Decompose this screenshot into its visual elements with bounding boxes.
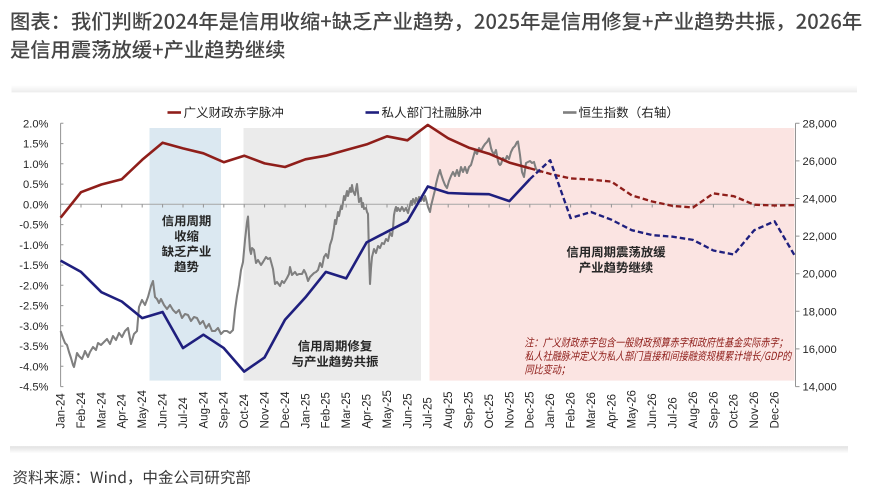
svg-text:-3.5%: -3.5%	[19, 341, 48, 353]
svg-text:14,000: 14,000	[803, 382, 837, 394]
svg-text:Jun-24: Jun-24	[158, 393, 170, 429]
svg-text:0.0%: 0.0%	[23, 199, 49, 211]
svg-text:Apr-25: Apr-25	[362, 394, 374, 429]
svg-text:2.0%: 2.0%	[23, 118, 49, 130]
svg-text:Jan-24: Jan-24	[56, 393, 68, 429]
svg-text:-1.0%: -1.0%	[19, 240, 48, 252]
svg-text:Jul-24: Jul-24	[178, 397, 190, 429]
svg-text:26,000: 26,000	[803, 156, 837, 168]
svg-text:18,000: 18,000	[803, 306, 837, 318]
svg-text:Oct-25: Oct-25	[484, 394, 496, 429]
svg-text:May-24: May-24	[137, 390, 149, 429]
svg-text:Jun-25: Jun-25	[402, 393, 414, 428]
svg-text:Apr-26: Apr-26	[606, 394, 618, 429]
svg-text:Aug-25: Aug-25	[443, 391, 455, 428]
svg-text:Mar-26: Mar-26	[586, 392, 598, 428]
svg-text:-4.5%: -4.5%	[19, 382, 48, 394]
svg-text:Jul-25: Jul-25	[423, 397, 435, 428]
svg-text:28,000: 28,000	[803, 118, 837, 130]
svg-text:Nov-26: Nov-26	[749, 391, 761, 428]
svg-text:Feb-24: Feb-24	[76, 391, 88, 428]
svg-text:Mar-25: Mar-25	[341, 392, 353, 428]
svg-text:Jan-26: Jan-26	[545, 393, 557, 428]
svg-text:-0.5%: -0.5%	[19, 220, 48, 232]
svg-text:May-26: May-26	[627, 390, 639, 428]
svg-text:May-25: May-25	[382, 390, 394, 428]
svg-text:Oct-26: Oct-26	[729, 394, 741, 429]
svg-text:Dec-26: Dec-26	[770, 391, 782, 428]
svg-text:20,000: 20,000	[803, 269, 837, 281]
svg-text:Sep-25: Sep-25	[464, 391, 476, 428]
svg-text:-3.0%: -3.0%	[19, 321, 48, 333]
svg-text:Jan-25: Jan-25	[300, 393, 312, 428]
svg-text:24,000: 24,000	[803, 194, 837, 206]
svg-text:-2.0%: -2.0%	[19, 280, 48, 292]
svg-text:Feb-25: Feb-25	[321, 392, 333, 428]
svg-text:Aug-26: Aug-26	[688, 391, 700, 428]
svg-text:Feb-26: Feb-26	[566, 392, 578, 428]
svg-text:-2.5%: -2.5%	[19, 301, 48, 313]
svg-text:-1.5%: -1.5%	[19, 260, 48, 272]
svg-text:0.5%: 0.5%	[23, 179, 49, 191]
svg-text:Jun-26: Jun-26	[647, 393, 659, 428]
svg-text:1.5%: 1.5%	[23, 139, 49, 151]
svg-text:Dec-25: Dec-25	[525, 391, 537, 428]
svg-text:Sep-24: Sep-24	[219, 391, 231, 429]
svg-text:Apr-24: Apr-24	[117, 393, 129, 428]
svg-text:Nov-25: Nov-25	[504, 391, 516, 428]
svg-text:1.0%: 1.0%	[23, 159, 49, 171]
svg-text:Mar-24: Mar-24	[96, 391, 108, 428]
svg-text:-4.0%: -4.0%	[19, 361, 48, 373]
svg-text:Oct-24: Oct-24	[239, 393, 251, 428]
svg-text:Jul-26: Jul-26	[668, 397, 680, 428]
svg-text:16,000: 16,000	[803, 344, 837, 356]
svg-text:Aug-24: Aug-24	[198, 391, 210, 429]
svg-text:22,000: 22,000	[803, 231, 837, 243]
svg-text:Nov-24: Nov-24	[260, 391, 272, 429]
svg-text:Sep-26: Sep-26	[708, 391, 720, 428]
svg-text:Dec-24: Dec-24	[280, 391, 292, 429]
